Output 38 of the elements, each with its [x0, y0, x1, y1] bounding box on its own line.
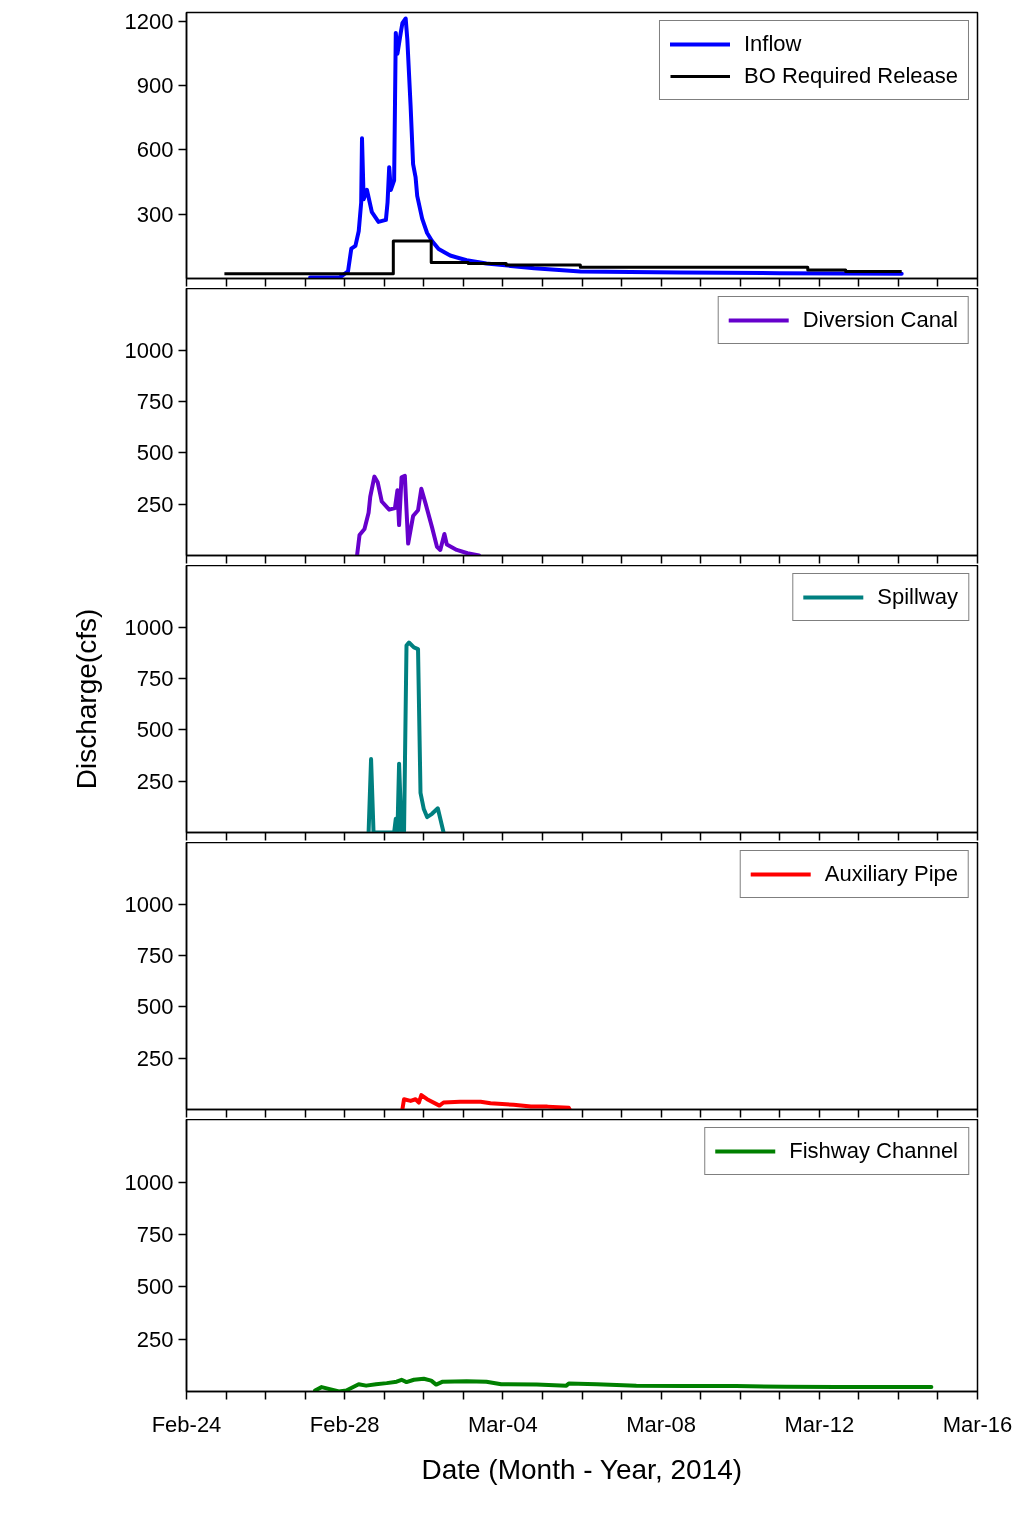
- y-tick-label: 500: [136, 440, 174, 466]
- y-tick-label: 750: [136, 388, 174, 414]
- y-tick-label: 1000: [124, 337, 174, 363]
- legend-label: Inflow: [743, 31, 802, 57]
- line-series: [366, 640, 446, 833]
- y-tick-label: 500: [136, 1274, 174, 1300]
- line-series: [355, 473, 482, 556]
- y-tick-label: 500: [136, 994, 174, 1020]
- y-tick-label: 250: [136, 491, 174, 517]
- y-axis-title: Discharge(cfs): [70, 608, 102, 790]
- y-tick-label: 1200: [124, 8, 174, 34]
- x-tick-label: Mar-16: [942, 1411, 1013, 1437]
- x-tick-label: Mar-04: [468, 1411, 538, 1437]
- y-tick-label: 600: [136, 137, 174, 163]
- y-tick-label: 750: [136, 942, 174, 968]
- legend-label: BO Required Release: [743, 63, 958, 89]
- y-tick-label: 500: [136, 717, 174, 743]
- y-tick-label: 250: [136, 1045, 174, 1071]
- y-tick-label: 1000: [124, 614, 174, 640]
- legend-label: Spillway: [877, 584, 958, 610]
- legend-label: Auxiliary Pipe: [824, 861, 958, 887]
- x-tick-label: Mar-08: [626, 1411, 696, 1437]
- y-tick-label: 300: [136, 201, 174, 227]
- y-tick-label: 900: [136, 72, 174, 98]
- legend-label: Diversion Canal: [802, 307, 958, 333]
- x-tick-label: Mar-12: [784, 1411, 855, 1437]
- y-tick-label: 750: [136, 665, 174, 691]
- y-tick-label: 250: [136, 1326, 174, 1352]
- line-series: [313, 1376, 934, 1392]
- y-tick-label: 1000: [124, 891, 174, 917]
- y-tick-label: 750: [136, 1222, 174, 1248]
- x-tick-label: Feb-28: [309, 1411, 380, 1437]
- x-tick-label: Feb-24: [151, 1411, 222, 1437]
- x-axis-title: Date (Month - Year, 2014): [421, 1453, 743, 1485]
- y-tick-label: 1000: [124, 1169, 174, 1195]
- legend-label: Fishway Channel: [789, 1138, 958, 1164]
- line-series: [400, 1093, 572, 1110]
- y-tick-label: 250: [136, 768, 174, 794]
